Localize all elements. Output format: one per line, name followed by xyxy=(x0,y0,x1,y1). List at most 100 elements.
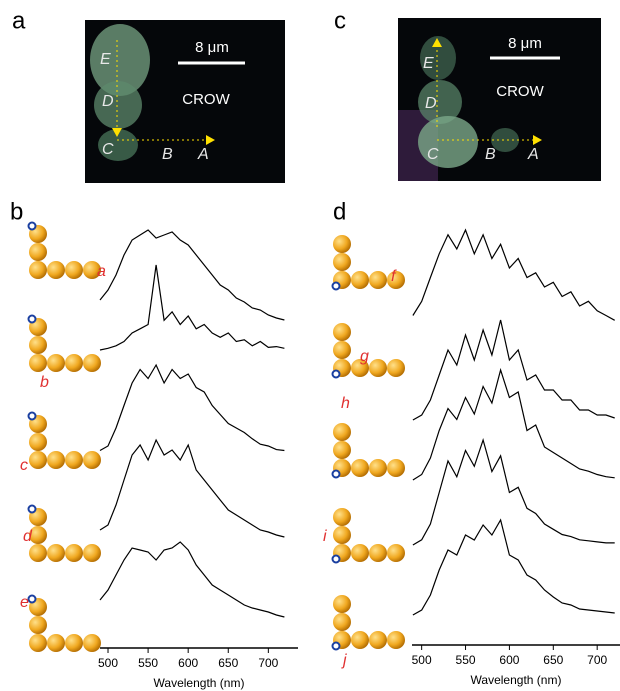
sphere-icon xyxy=(83,354,101,372)
spectrum xyxy=(412,518,615,616)
sphere-icon xyxy=(333,341,351,359)
series-label: h xyxy=(341,395,350,412)
sphere-icon xyxy=(333,595,351,613)
spectrum xyxy=(412,228,615,321)
sphere-icon xyxy=(29,526,47,544)
sphere-icon xyxy=(65,354,83,372)
sphere-icon xyxy=(29,451,47,469)
series-label: a xyxy=(97,263,106,280)
image-label: D xyxy=(102,93,114,110)
excitation-marker xyxy=(27,221,37,231)
sphere-icon xyxy=(333,508,351,526)
x-tick-label: 550 xyxy=(456,653,476,667)
spectrum xyxy=(412,319,615,421)
image-caption: CROW xyxy=(182,91,230,108)
sphere-icon xyxy=(47,451,65,469)
series-label: g xyxy=(360,348,369,365)
panel-label: b xyxy=(10,198,23,225)
sphere-icon xyxy=(29,433,47,451)
charts: b 500 550 600 650 700 Wavelength (nm) a b c d e d 500… xyxy=(10,198,620,690)
scale-bar-label: 8 μm xyxy=(508,35,542,52)
series-label: e xyxy=(20,594,29,611)
sphere-icon xyxy=(29,354,47,372)
sphere-icon xyxy=(369,459,387,477)
series-label: j xyxy=(341,652,347,669)
sphere-icon xyxy=(333,441,351,459)
spectrum xyxy=(99,438,285,538)
x-tick-label: 700 xyxy=(587,653,607,667)
sphere-icon xyxy=(83,634,101,652)
excitation-marker xyxy=(27,594,37,604)
sphere-icon xyxy=(333,323,351,341)
excitation-marker xyxy=(331,281,341,291)
sphere-icon xyxy=(83,544,101,562)
micrograph xyxy=(85,20,285,183)
sphere-icon xyxy=(351,271,369,289)
sphere-icon xyxy=(47,544,65,562)
x-axis-label: Wavelength (nm) xyxy=(154,676,245,690)
image-label: E xyxy=(100,51,111,68)
excitation-marker xyxy=(27,314,37,324)
sphere-icon xyxy=(333,235,351,253)
sphere-icon xyxy=(47,634,65,652)
sphere-icon xyxy=(369,359,387,377)
sphere-icon xyxy=(29,634,47,652)
x-tick-label: 600 xyxy=(499,653,519,667)
excitation-marker xyxy=(27,504,37,514)
sphere-icon xyxy=(47,354,65,372)
excitation-marker xyxy=(27,411,37,421)
sphere-icon xyxy=(333,423,351,441)
sphere-icon xyxy=(387,271,405,289)
sphere-icon xyxy=(29,544,47,562)
sphere-icon xyxy=(29,616,47,634)
spectrum xyxy=(99,363,285,452)
sphere-icon xyxy=(83,451,101,469)
excitation-marker xyxy=(331,369,341,379)
x-axis-label: Wavelength (nm) xyxy=(471,673,562,687)
sphere-icon xyxy=(65,261,83,279)
sphere-icon xyxy=(47,261,65,279)
sphere-icon xyxy=(351,544,369,562)
sphere-icon xyxy=(387,459,405,477)
x-tick-label: 500 xyxy=(98,656,118,670)
sphere-icon xyxy=(387,544,405,562)
spectrum xyxy=(99,264,285,351)
series-label: f xyxy=(391,268,397,285)
sphere-icon xyxy=(351,459,369,477)
sphere-icon xyxy=(65,634,83,652)
sphere-icon xyxy=(65,544,83,562)
image-caption: CROW xyxy=(496,83,544,100)
series-label: i xyxy=(323,528,327,545)
sphere-icon xyxy=(369,631,387,649)
scale-bar-label: 8 μm xyxy=(195,39,229,56)
image-label: A xyxy=(197,146,209,163)
image-label: B xyxy=(485,146,496,163)
sphere-icon xyxy=(351,631,369,649)
series-label: c xyxy=(20,457,28,474)
image-label: B xyxy=(162,146,173,163)
x-tick-label: 500 xyxy=(412,653,432,667)
sphere-icon xyxy=(333,613,351,631)
sphere-icon xyxy=(387,631,405,649)
panel-label: d xyxy=(333,198,346,225)
sphere-icon xyxy=(29,261,47,279)
panel-label: a xyxy=(12,7,26,34)
image-label: A xyxy=(527,146,539,163)
sphere-icon xyxy=(387,359,405,377)
sphere-icon xyxy=(369,271,387,289)
x-tick-label: 600 xyxy=(178,656,198,670)
spectrum xyxy=(99,229,285,321)
series-label: b xyxy=(40,374,49,391)
x-tick-label: 650 xyxy=(218,656,238,670)
sphere-icon xyxy=(333,526,351,544)
excitation-marker xyxy=(331,554,341,564)
excitation-marker xyxy=(331,469,341,479)
sphere-icon xyxy=(351,359,369,377)
spectrum xyxy=(412,437,615,546)
sphere-icon xyxy=(65,451,83,469)
sphere-icon xyxy=(29,243,47,261)
spectrum xyxy=(412,367,615,481)
x-tick-label: 700 xyxy=(258,656,278,670)
panel-label: c xyxy=(334,7,346,34)
